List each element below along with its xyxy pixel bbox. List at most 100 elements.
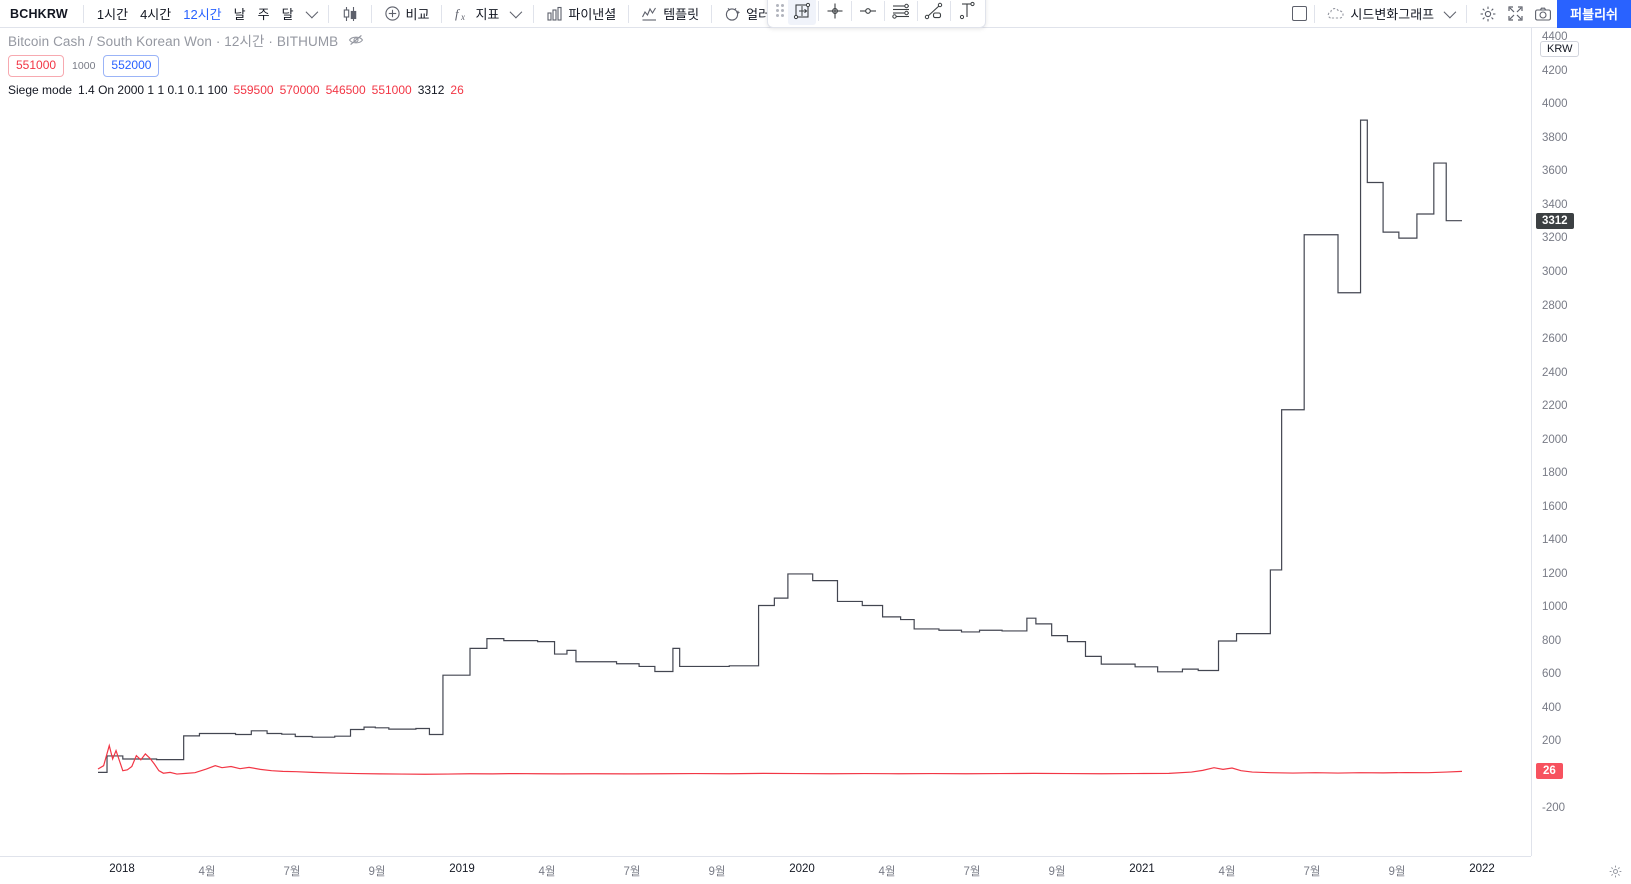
legend-study-row[interactable]: Siege mode 1.4 On 2000 1 1 0.1 0.1 100 5…	[8, 83, 464, 97]
template-chart-icon	[641, 5, 658, 22]
floating-drawing-toolbar	[767, 0, 986, 28]
financials-label: 파이낸셜	[568, 7, 617, 22]
time-axis[interactable]: 2018 4월 7월 9월 2019 4월 7월 9월 2020 4월 7월 9월 2021 4월 7월 9월…	[0, 856, 1531, 884]
toolbar-divider	[1314, 4, 1316, 23]
time-axis-tick: 9월	[708, 866, 726, 878]
fullscreen-icon	[1507, 5, 1524, 22]
timeframe-1h[interactable]: 1시간	[96, 7, 129, 22]
svg-text:f: f	[455, 6, 461, 21]
save-layout-button[interactable]	[1292, 6, 1308, 21]
study-params: 1.4 On 2000 1 1 0.1 0.1 100	[78, 82, 228, 97]
trend-line-shape-tool-icon[interactable]	[920, 0, 948, 25]
series-line-price	[97, 743, 1463, 775]
fullscreen-button[interactable]	[1502, 2, 1529, 25]
tool-divider	[917, 0, 918, 21]
compare-button[interactable]: 비교	[379, 1, 435, 26]
toolbar-divider	[82, 4, 84, 23]
legend-value-row: 551000 1000 552000	[8, 55, 464, 77]
symbol-search-button[interactable]: BCHKRW	[10, 6, 68, 21]
indicators-button[interactable]: f x 지표	[449, 1, 526, 26]
tool-divider	[950, 0, 951, 21]
timeframe-4h[interactable]: 4시간	[140, 7, 172, 22]
currency-badge[interactable]: KRW	[1540, 41, 1580, 58]
legend-mid-value: 1000	[72, 59, 96, 72]
time-axis-tick: 9월	[1048, 866, 1066, 878]
chart-type-button[interactable]	[336, 2, 364, 26]
timeframe-week[interactable]: 주	[257, 7, 270, 22]
drag-grip-icon[interactable]	[774, 0, 786, 22]
study-value-3: 546500	[325, 82, 366, 97]
study-value-1: 559500	[233, 82, 274, 97]
publish-button[interactable]: 퍼블리쉬	[1557, 0, 1631, 28]
current-price-badge: 3312	[1536, 212, 1574, 229]
toolbar-divider	[441, 4, 443, 23]
horizontal-lines-tool-icon[interactable]	[887, 0, 915, 25]
time-axis-tick: 2019	[449, 863, 475, 875]
time-axis-tick: 2022	[1469, 863, 1495, 875]
measure-tool-icon[interactable]	[788, 0, 816, 25]
price-axis-tick: 3600	[1542, 165, 1568, 178]
time-axis-tick: 7월	[1303, 866, 1321, 878]
legend-title-row: Bitcoin Cash / South Korean Won · 12시간 ·…	[8, 30, 464, 50]
price-axis-tick: 1800	[1542, 467, 1568, 480]
layout-label: 시드변화그래프	[1350, 7, 1435, 22]
study-value-dark: 3312	[417, 82, 445, 97]
snapshot-button[interactable]	[1529, 3, 1557, 25]
toolbar-divider	[1466, 4, 1468, 23]
series-line-equity	[98, 119, 1462, 773]
templates-button[interactable]: 템플릿	[636, 1, 704, 26]
price-axis-tick: 4400	[1542, 31, 1568, 44]
measure-angle-tool-icon[interactable]	[953, 0, 981, 25]
price-axis-tick: 2000	[1542, 433, 1568, 446]
study-value-trailing: 26	[450, 82, 464, 97]
gear-icon	[1609, 865, 1621, 877]
timeframe-month[interactable]: 달	[281, 7, 294, 22]
templates-label: 템플릿	[663, 7, 700, 22]
price-axis-tick: 2200	[1542, 400, 1568, 413]
secondary-value-badge: 26	[1536, 763, 1563, 780]
time-axis-tick: 4월	[878, 866, 896, 878]
price-axis-tick: 1400	[1542, 534, 1568, 547]
time-axis-tick: 4월	[1218, 866, 1236, 878]
indicators-label: 지표	[475, 7, 500, 22]
time-axis-tick: 7월	[283, 866, 301, 878]
price-axis-tick: 4000	[1542, 98, 1568, 111]
settings-button[interactable]	[1474, 2, 1502, 26]
time-axis-tick: 2020	[789, 863, 815, 875]
time-axis-tick: 7월	[623, 866, 641, 878]
time-axis-tick: 2018	[109, 863, 135, 875]
price-axis-tick: 1000	[1542, 601, 1568, 614]
timeframe-12h[interactable]: 12시간	[183, 7, 222, 22]
toolbar-divider	[711, 4, 713, 23]
legend-low-value[interactable]: 551000	[8, 55, 65, 77]
legend-symbol-title[interactable]: Bitcoin Cash / South Korean Won · 12시간 ·…	[8, 34, 339, 49]
dot-point-tool-icon[interactable]	[854, 0, 882, 25]
legend-high-value[interactable]: 552000	[103, 55, 160, 77]
price-axis-tick: 3800	[1542, 131, 1568, 144]
chart-settings-button[interactable]	[1605, 861, 1625, 881]
study-value-2: 570000	[279, 82, 320, 97]
price-axis[interactable]: 4400 4200 4000 3800 3600 3400 3200 3000 2800 2600…	[1531, 28, 1631, 856]
chart-canvas[interactable]	[0, 28, 1531, 828]
crosshair-tool-icon[interactable]	[821, 0, 849, 25]
price-axis-tick: 2600	[1542, 333, 1568, 346]
toolbar-divider	[533, 4, 535, 23]
eye-off-icon[interactable]	[348, 33, 364, 47]
price-axis-tick: 600	[1542, 668, 1562, 681]
chevron-down-icon[interactable]	[509, 5, 523, 19]
toolbar-divider	[628, 4, 630, 23]
timeframe-day[interactable]: 날	[233, 7, 246, 22]
price-axis-tick: 2800	[1542, 299, 1568, 312]
chevron-down-icon[interactable]	[305, 5, 318, 19]
chevron-down-icon[interactable]	[1443, 5, 1457, 19]
price-axis-tick: -200	[1542, 802, 1566, 815]
financials-button[interactable]: 파이낸셜	[541, 1, 621, 26]
alarm-clock-plus-icon	[724, 5, 741, 22]
price-axis-tick: 1200	[1542, 567, 1568, 580]
bar-chart-icon	[546, 5, 563, 22]
layout-selector[interactable]: 시드변화그래프	[1322, 1, 1459, 26]
time-axis-tick: 9월	[1388, 866, 1406, 878]
chart-plot-area[interactable]	[0, 28, 1531, 828]
tool-divider	[818, 0, 819, 21]
price-axis-tick: 3400	[1542, 198, 1568, 211]
